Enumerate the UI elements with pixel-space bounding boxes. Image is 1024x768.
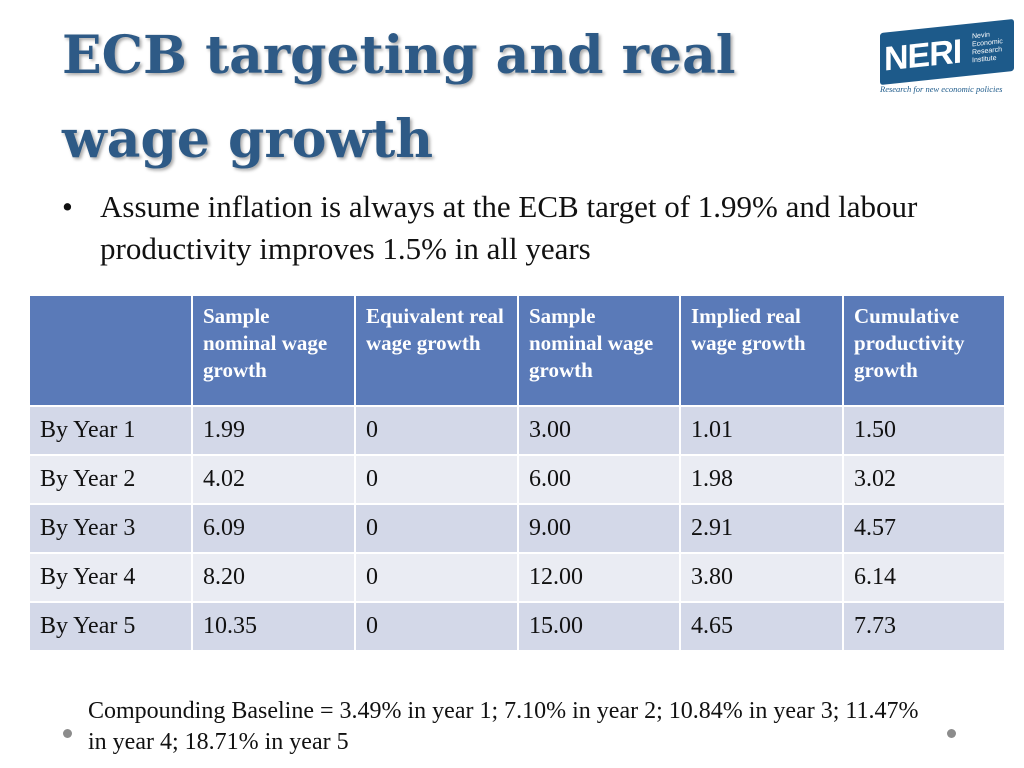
wage-growth-table: Sample nominal wage growth Equivalent re…: [28, 294, 1006, 652]
bullet-point: • Assume inflation is always at the ECB …: [62, 186, 942, 270]
table-cell: 12.00: [517, 552, 681, 603]
table-row: By Year 3 6.09 0 9.00 2.91 4.57: [28, 503, 1006, 554]
table-cell: 4.65: [679, 601, 844, 652]
table-cell: 3.80: [679, 552, 844, 603]
table-cell: By Year 2: [28, 454, 193, 505]
table-cell: 2.91: [679, 503, 844, 554]
table-cell: By Year 1: [28, 405, 193, 456]
table-cell: 6.00: [517, 454, 681, 505]
table-header-cell: Equivalent real wage growth: [354, 294, 519, 407]
table-cell: 4.57: [842, 503, 1006, 554]
table-header-row: Sample nominal wage growth Equivalent re…: [28, 294, 1006, 407]
logo-wordmark: NERI: [884, 32, 962, 79]
table-cell: 3.02: [842, 454, 1006, 505]
table-header-cell: Sample nominal wage growth: [517, 294, 681, 407]
table-cell: 1.98: [679, 454, 844, 505]
table-cell: 8.20: [191, 552, 356, 603]
table-cell: 0: [354, 552, 519, 603]
table-cell: By Year 4: [28, 552, 193, 603]
table-header-cell: [28, 294, 193, 407]
slide-title: ECB targeting and real wage growth: [62, 25, 736, 170]
table-cell: By Year 5: [28, 601, 193, 652]
table-header-cell: Sample nominal wage growth: [191, 294, 356, 407]
table-cell: 0: [354, 503, 519, 554]
table-cell: 0: [354, 601, 519, 652]
table-cell: 1.99: [191, 405, 356, 456]
table-cell: 7.73: [842, 601, 1006, 652]
neri-logo: NERI Nevin Economic Research Institute R…: [880, 18, 1016, 98]
table-cell: 6.09: [191, 503, 356, 554]
table-row: By Year 1 1.99 0 3.00 1.01 1.50: [28, 405, 1006, 456]
compounding-baseline-note: Compounding Baseline = 3.49% in year 1; …: [88, 698, 919, 755]
table-cell: 9.00: [517, 503, 681, 554]
table-cell: 15.00: [517, 601, 681, 652]
table-cell: 1.50: [842, 405, 1006, 456]
table-cell: 1.01: [679, 405, 844, 456]
logo-box: NERI Nevin Economic Research Institute: [880, 18, 1014, 86]
table-row: By Year 2 4.02 0 6.00 1.98 3.02: [28, 454, 1006, 505]
logo-institute-name: Nevin Economic Research Institute: [972, 29, 1014, 65]
table-cell: 0: [354, 454, 519, 505]
table-cell: 6.14: [842, 552, 1006, 603]
table-cell: By Year 3: [28, 503, 193, 554]
table-header-cell: Implied real wage growth: [679, 294, 844, 407]
slide-nav-dot-left: [63, 729, 72, 738]
table-cell: 3.00: [517, 405, 681, 456]
slide-nav-dot-right: [947, 729, 956, 738]
bullet-icon: •: [62, 189, 73, 224]
bullet-text: Assume inflation is always at the ECB ta…: [100, 189, 918, 266]
table-row: By Year 4 8.20 0 12.00 3.80 6.14: [28, 552, 1006, 603]
table-cell: 10.35: [191, 601, 356, 652]
table-header-cell: Cumulative productivity growth: [842, 294, 1006, 407]
table-cell: 0: [354, 405, 519, 456]
table-cell: 4.02: [191, 454, 356, 505]
table-row: By Year 5 10.35 0 15.00 4.65 7.73: [28, 601, 1006, 652]
logo-tagline: Research for new economic policies: [880, 84, 1003, 94]
